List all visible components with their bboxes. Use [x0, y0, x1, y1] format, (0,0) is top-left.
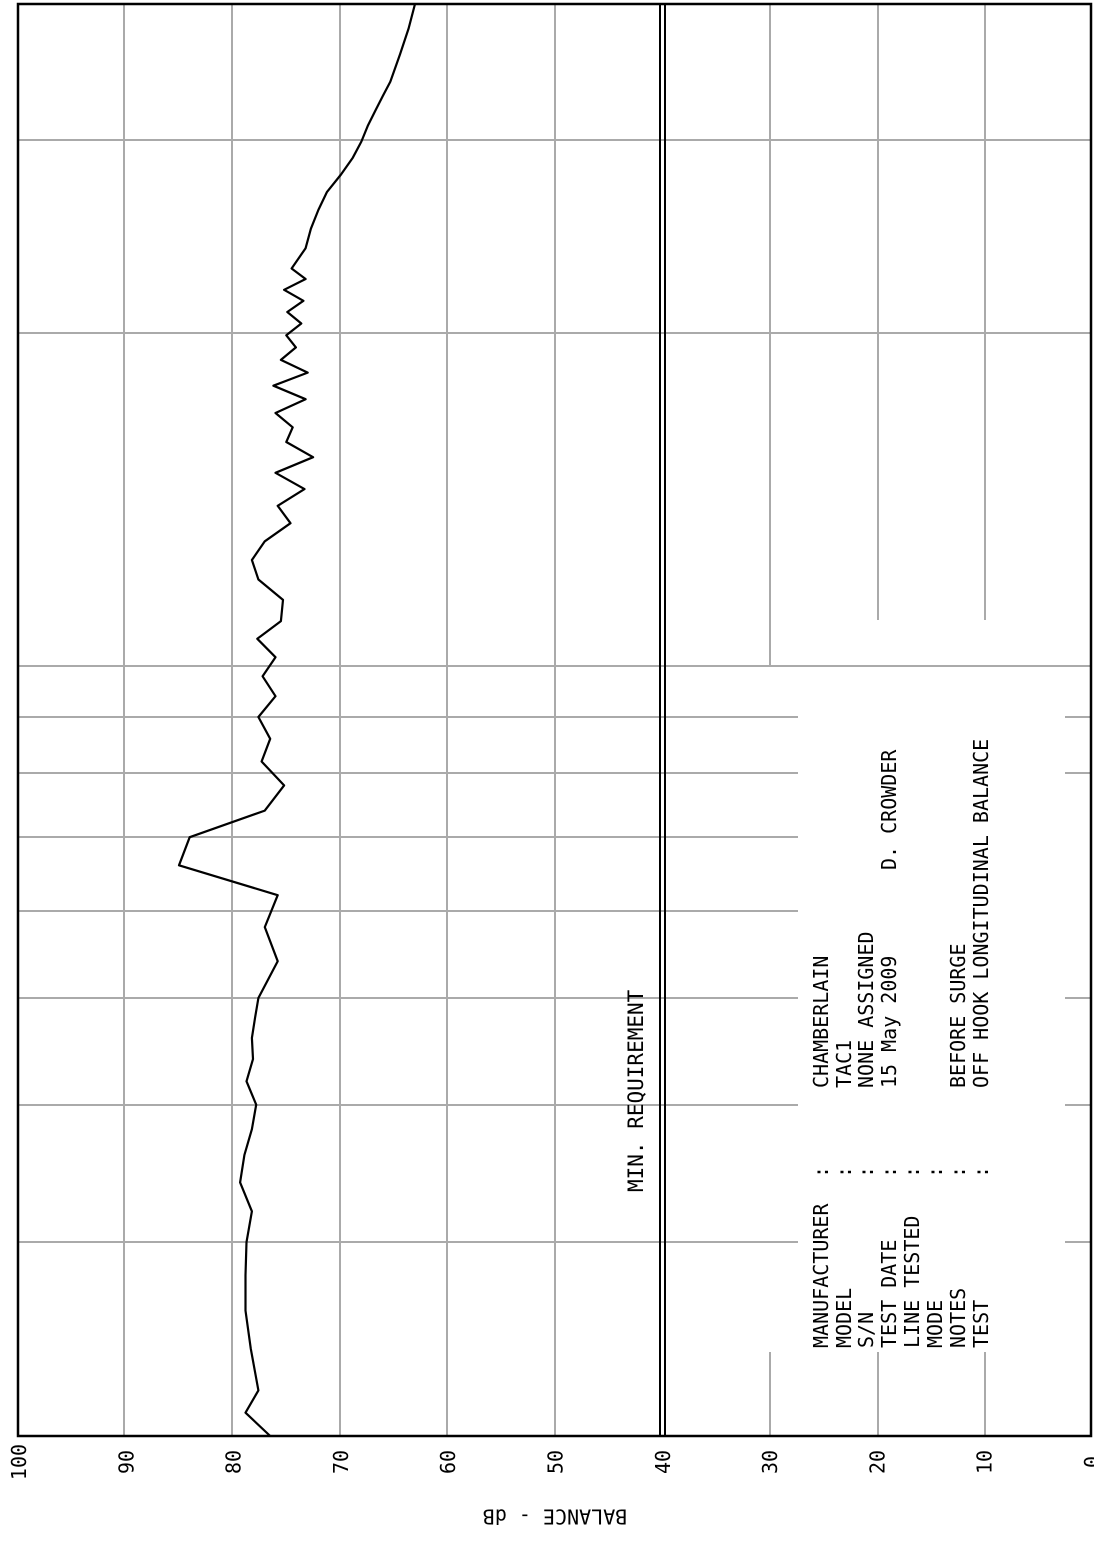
info-value: OFF HOOK LONGITUDINAL BALANCE — [969, 739, 993, 1088]
y-tick-label: 70 — [329, 1450, 353, 1474]
info-value: TAC1 — [832, 1040, 856, 1088]
info-separator: : — [877, 1166, 901, 1178]
info-value: BEFORE SURGE — [946, 944, 970, 1089]
info-separator: : — [900, 1166, 924, 1178]
y-axis-label: BALANCE - dB — [483, 1505, 628, 1529]
y-tick-label: 30 — [758, 1450, 782, 1474]
info-separator: : — [946, 1166, 970, 1178]
y-tick-labels: 1009080706050403020100 — [7, 1444, 1094, 1480]
y-tick-label: 60 — [436, 1450, 460, 1474]
y-tick-label: 50 — [544, 1450, 568, 1474]
info-label: MODEL — [832, 1288, 856, 1348]
info-label: TEST DATE — [877, 1240, 901, 1348]
balance-series-line — [177, 3, 417, 1437]
info-separator: : — [969, 1166, 993, 1178]
y-tick-label: 10 — [973, 1450, 997, 1474]
info-tester: D. CROWDER — [877, 749, 901, 870]
y-tick-label: 100 — [7, 1444, 31, 1480]
info-label: LINE TESTED — [900, 1216, 924, 1348]
info-label: MODE — [923, 1300, 947, 1348]
info-separator: : — [832, 1166, 856, 1178]
y-tick-label: 40 — [651, 1450, 675, 1474]
info-separator: : — [854, 1166, 878, 1178]
info-label: TEST — [969, 1300, 993, 1348]
info-block: MANUFACTURER: CHAMBERLAIN MODEL: TAC1 S/N: NO… — [809, 739, 993, 1348]
y-tick-label: 20 — [865, 1450, 889, 1474]
min-requirement-label: MIN. REQUIREMENT — [624, 989, 648, 1192]
info-separator: : — [923, 1166, 947, 1178]
info-label: MANUFACTURER — [809, 1203, 833, 1348]
info-value: 15 May 2009 — [877, 956, 901, 1088]
info-separator: : — [809, 1166, 833, 1178]
plot-frame — [16, 2, 1093, 1438]
grid-lines — [18, 4, 1091, 1436]
info-value: CHAMBERLAIN — [809, 956, 833, 1088]
info-label: NOTES — [946, 1288, 970, 1348]
y-tick-label: 0 — [1080, 1456, 1094, 1468]
y-tick-label: 80 — [222, 1450, 246, 1474]
info-label: S/N — [854, 1312, 878, 1348]
info-value: NONE ASSIGNED — [854, 931, 878, 1088]
y-tick-label: 90 — [114, 1450, 138, 1474]
